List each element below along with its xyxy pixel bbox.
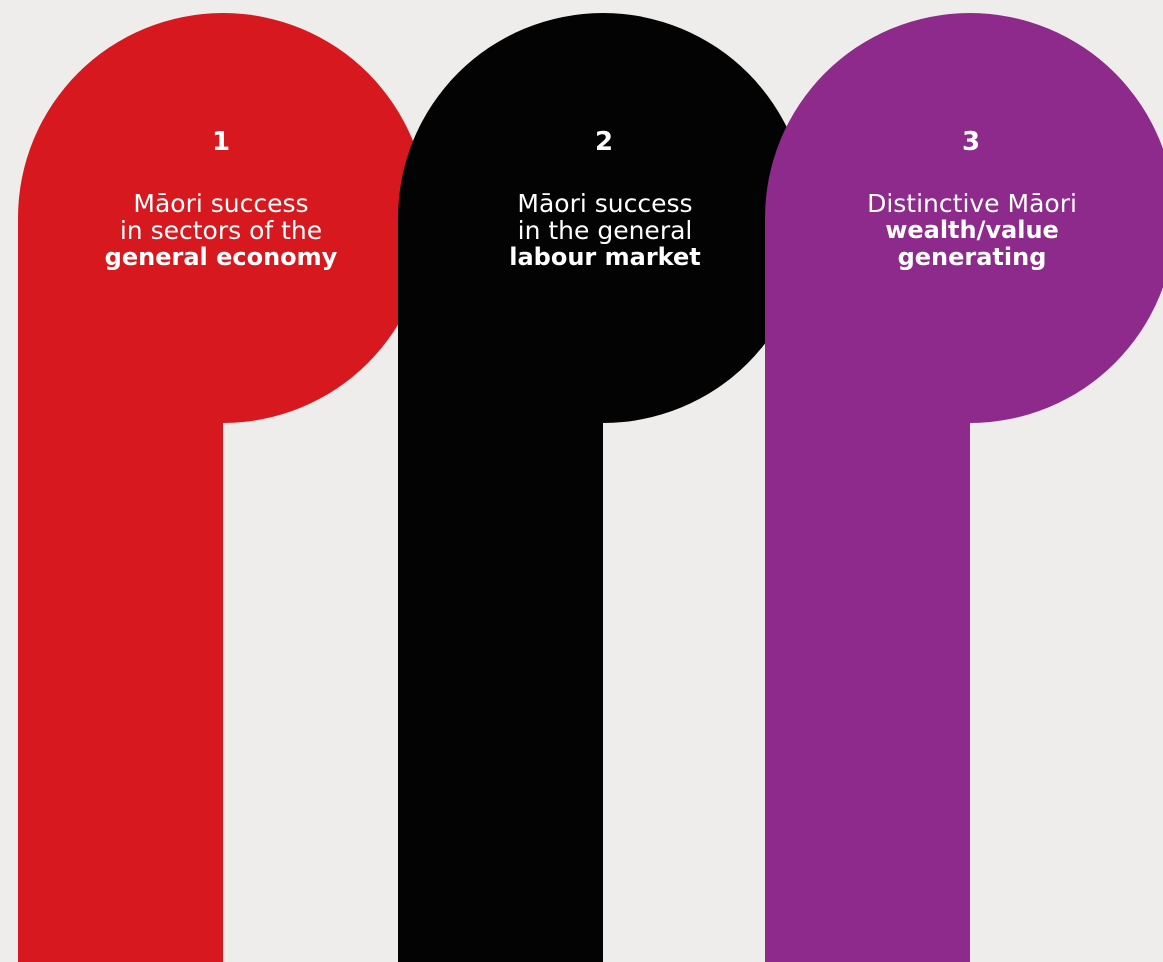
pillar-2-label: Māori success in the general labour mark… (455, 190, 755, 271)
pillar-3-line-3: generating (897, 243, 1047, 271)
pillar-2-line-1: Māori success (517, 189, 693, 218)
pillar-1-shape (18, 13, 428, 962)
pillar-1-stem (18, 218, 223, 962)
pillar-3-label: Distinctive Māori wealth/value generatin… (822, 190, 1122, 271)
pillar-1-line-2: in sectors of the (119, 216, 323, 245)
pillar-2-shape (398, 13, 808, 962)
pillar-1-label: Māori success in sectors of the general … (71, 190, 371, 271)
pillar-3-line-1: Distinctive Māori (867, 189, 1077, 218)
pillar-3-number: 3 (961, 127, 981, 157)
pillar-2-number: 2 (594, 127, 614, 157)
pillar-2-stem (398, 218, 603, 962)
pillar-1-number: 1 (211, 127, 231, 157)
pillar-1-line-1: Māori success (133, 189, 309, 218)
pillar-3-shape (765, 13, 1163, 962)
pillar-2-line-2: in the general (517, 216, 693, 245)
pillar-2-line-3: labour market (509, 243, 701, 271)
pillar-3-stem (765, 218, 970, 962)
pillar-1-line-3: general economy (104, 243, 338, 271)
pillar-3-line-2: wealth/value (885, 216, 1059, 244)
